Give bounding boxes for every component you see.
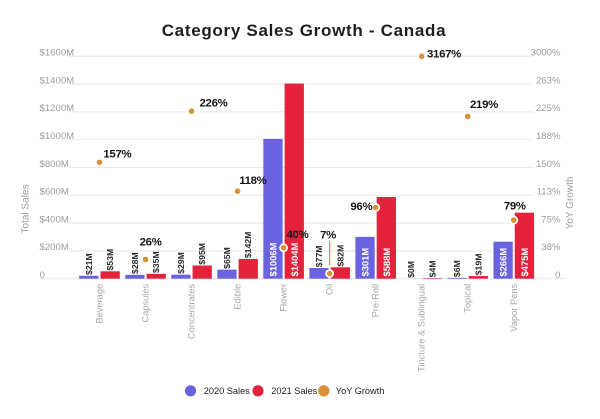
svg-text:96%: 96% [350,201,372,213]
svg-text:$77M: $77M [314,245,324,267]
svg-text:3167%: 3167% [427,48,461,60]
svg-text:Category Sales Growth - Canada: Category Sales Growth - Canada [162,21,447,40]
svg-text:226%: 226% [200,97,228,109]
svg-text:Flower: Flower [279,284,289,312]
svg-text:$1200M: $1200M [40,103,75,114]
svg-text:225%: 225% [536,103,561,114]
svg-text:$6M: $6M [452,260,462,277]
svg-text:38%: 38% [541,242,561,253]
svg-text:$200M: $200M [40,242,69,253]
svg-text:Total Sales: Total Sales [21,185,32,234]
svg-text:$266M: $266M [498,248,509,277]
svg-text:219%: 219% [470,99,498,111]
svg-text:$19M: $19M [473,254,483,276]
svg-text:Beverage: Beverage [95,284,105,324]
svg-text:$21M: $21M [84,253,94,275]
svg-text:$301M: $301M [360,248,371,277]
svg-text:$588M: $588M [381,248,392,277]
svg-text:0: 0 [555,270,560,281]
svg-text:Oil: Oil [325,284,335,295]
svg-text:$475M: $475M [519,248,530,277]
svg-text:157%: 157% [103,149,131,161]
svg-text:Edible: Edible [233,284,243,310]
svg-text:Tincture & Sublingual: Tincture & Sublingual [417,284,427,372]
svg-text:$1600M: $1600M [40,48,75,59]
svg-text:150%: 150% [536,159,561,170]
svg-text:188%: 188% [536,131,561,142]
svg-text:263%: 263% [536,75,561,86]
svg-text:2021 Sales: 2021 Sales [271,386,317,396]
svg-text:$35M: $35M [151,251,161,273]
svg-text:YoY Growth: YoY Growth [565,177,576,230]
svg-text:75%: 75% [541,214,561,225]
svg-text:$53M: $53M [105,249,115,271]
svg-text:7%: 7% [320,229,336,241]
svg-text:Topical: Topical [463,284,473,313]
svg-text:79%: 79% [504,201,526,213]
svg-text:$82M: $82M [335,245,345,267]
svg-text:40%: 40% [287,229,309,241]
svg-text:Pre-Roll: Pre-Roll [371,284,381,318]
svg-text:$600M: $600M [40,187,69,198]
svg-text:$65M: $65M [222,247,232,269]
svg-text:26%: 26% [140,237,162,249]
svg-text:$1006M: $1006M [267,242,278,276]
svg-text:3000%: 3000% [531,48,561,59]
svg-text:$800M: $800M [40,159,69,170]
svg-text:YoY Growth: YoY Growth [336,386,385,396]
svg-text:$0M: $0M [406,261,416,278]
svg-text:$28M: $28M [130,252,140,274]
svg-text:$400M: $400M [40,214,69,225]
svg-text:Vapor Pens: Vapor Pens [509,283,519,331]
svg-text:$1400M: $1400M [40,75,75,86]
svg-text:118%: 118% [239,175,266,187]
svg-text:$4M: $4M [427,260,437,277]
svg-text:0: 0 [40,270,45,281]
svg-text:$1404M: $1404M [289,242,300,276]
svg-text:2020 Sales: 2020 Sales [204,386,250,396]
svg-text:113%: 113% [537,187,561,198]
svg-text:Concentrates: Concentrates [187,283,197,339]
svg-text:$1000M: $1000M [40,131,75,142]
svg-text:$142M: $142M [243,232,253,259]
svg-text:$29M: $29M [176,252,186,274]
svg-text:$95M: $95M [197,243,207,265]
svg-text:Capsules: Capsules [141,283,151,322]
